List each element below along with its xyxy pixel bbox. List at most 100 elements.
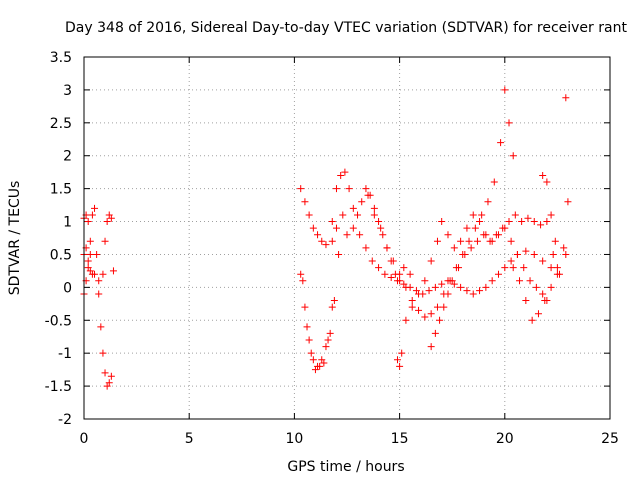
data-point bbox=[107, 214, 115, 222]
y-tick-label: 3.5 bbox=[50, 50, 72, 66]
y-axis-label: SDTVAR / TECUs bbox=[7, 181, 23, 296]
x-tick-label: 5 bbox=[185, 431, 194, 447]
data-point bbox=[505, 119, 513, 127]
data-point bbox=[307, 349, 315, 357]
data-point bbox=[471, 224, 479, 232]
data-point bbox=[362, 244, 370, 252]
data-point bbox=[393, 277, 401, 285]
data-point bbox=[427, 310, 435, 318]
data-point bbox=[105, 379, 113, 387]
data-point bbox=[328, 303, 336, 311]
data-point bbox=[421, 277, 429, 285]
y-tick-label: 3 bbox=[63, 83, 72, 99]
data-point bbox=[507, 257, 515, 265]
data-point bbox=[297, 270, 305, 278]
x-tick-label: 20 bbox=[496, 431, 514, 447]
data-point bbox=[427, 343, 435, 351]
data-point bbox=[524, 214, 532, 222]
data-point bbox=[396, 362, 404, 370]
data-point bbox=[309, 356, 317, 364]
grid bbox=[84, 57, 610, 419]
y-tick-label: 2.5 bbox=[50, 116, 72, 132]
series-arc-a bbox=[80, 204, 115, 390]
data-point bbox=[311, 366, 319, 374]
data-point bbox=[534, 310, 542, 318]
data-point bbox=[539, 290, 547, 298]
x-tick-labels: 0 5 10 15 20 25 bbox=[80, 431, 619, 447]
data-point bbox=[492, 231, 500, 239]
data-point bbox=[356, 231, 364, 239]
data-point bbox=[539, 257, 547, 265]
data-point bbox=[88, 211, 96, 219]
data-point bbox=[509, 264, 517, 272]
data-point bbox=[339, 211, 347, 219]
data-point bbox=[532, 283, 540, 291]
data-point bbox=[387, 273, 395, 281]
data-point bbox=[95, 290, 103, 298]
data-point bbox=[322, 343, 330, 351]
data-point bbox=[88, 270, 96, 278]
data-point bbox=[99, 349, 107, 357]
data-point bbox=[541, 297, 549, 305]
data-point bbox=[381, 270, 389, 278]
series-arc-g bbox=[328, 168, 414, 285]
data-point bbox=[518, 218, 526, 226]
data-point bbox=[322, 241, 330, 249]
data-point bbox=[505, 218, 513, 226]
data-point bbox=[309, 224, 317, 232]
data-point bbox=[303, 323, 311, 331]
data-point bbox=[402, 316, 410, 324]
data-point bbox=[84, 257, 92, 265]
data-point bbox=[476, 218, 484, 226]
data-point bbox=[560, 244, 568, 252]
data-point bbox=[528, 316, 536, 324]
data-point bbox=[497, 139, 505, 147]
y-tick-labels: -2 -1.5 -1 -0.5 0 0.5 1 1.5 2 2.5 3 3.5 bbox=[45, 50, 72, 428]
y-tick-label: -1 bbox=[58, 346, 72, 362]
series-arc-e bbox=[297, 250, 343, 370]
data-point bbox=[547, 211, 555, 219]
data-point bbox=[520, 264, 528, 272]
data-point bbox=[415, 306, 423, 314]
data-point bbox=[556, 270, 564, 278]
data-point bbox=[328, 218, 336, 226]
data-point bbox=[469, 290, 477, 298]
data-point bbox=[332, 224, 340, 232]
data-point bbox=[398, 349, 406, 357]
data-point bbox=[93, 250, 101, 258]
data-point bbox=[438, 218, 446, 226]
data-point bbox=[341, 168, 349, 176]
data-point bbox=[406, 270, 414, 278]
data-point bbox=[450, 244, 458, 252]
data-point bbox=[564, 198, 572, 206]
data-point bbox=[522, 247, 530, 255]
data-point bbox=[465, 237, 473, 245]
data-point bbox=[551, 237, 559, 245]
data-point bbox=[440, 303, 448, 311]
x-tick-label: 15 bbox=[391, 431, 409, 447]
data-point bbox=[415, 290, 423, 298]
data-point bbox=[547, 264, 555, 272]
data-point bbox=[107, 372, 115, 380]
data-point bbox=[402, 283, 410, 291]
data-point bbox=[299, 277, 307, 285]
data-point bbox=[473, 237, 481, 245]
data-point bbox=[400, 264, 408, 272]
data-point bbox=[494, 270, 502, 278]
series-arc-l bbox=[509, 198, 572, 324]
data-point bbox=[537, 221, 545, 229]
plot-frame bbox=[83, 56, 611, 420]
data-point bbox=[427, 257, 435, 265]
data-point bbox=[389, 257, 397, 265]
x-tick-label: 25 bbox=[601, 431, 619, 447]
data-point bbox=[375, 264, 383, 272]
data-point bbox=[316, 362, 324, 370]
series-arc-k bbox=[427, 211, 570, 351]
data-point bbox=[305, 211, 313, 219]
data-point bbox=[375, 218, 383, 226]
data-point bbox=[301, 198, 309, 206]
data-point bbox=[469, 211, 477, 219]
data-point bbox=[530, 250, 538, 258]
data-point bbox=[522, 297, 530, 305]
data-point bbox=[463, 287, 471, 295]
